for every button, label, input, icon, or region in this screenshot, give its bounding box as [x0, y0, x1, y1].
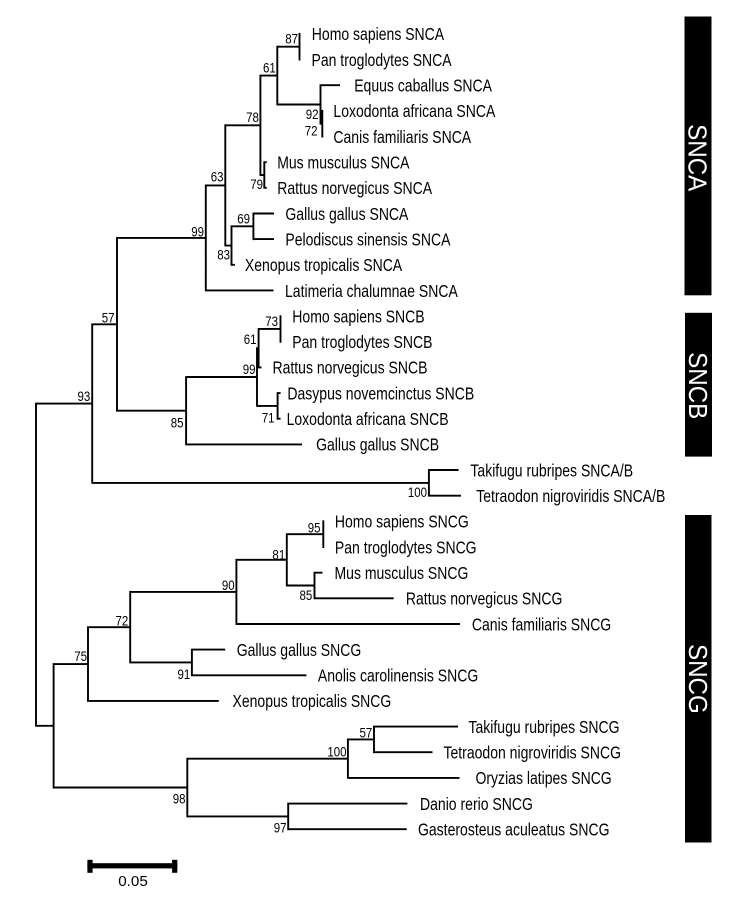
svg-text:Gallus gallus SNCA: Gallus gallus SNCA [285, 206, 408, 225]
svg-text:61: 61 [263, 59, 276, 75]
svg-text:Loxodonta africana SNCA: Loxodonta africana SNCA [333, 103, 495, 122]
svg-text:Xenopus tropicalis SNCG: Xenopus tropicalis SNCG [233, 693, 392, 712]
svg-text:Mus musculus SNCA: Mus musculus SNCA [277, 154, 410, 173]
svg-text:Homo sapiens SNCB: Homo sapiens SNCB [292, 308, 424, 327]
svg-text:Gasterosteus aculeatus SNCG: Gasterosteus aculeatus SNCG [418, 821, 610, 840]
svg-text:Takifugu rubripes SNCA/B: Takifugu rubripes SNCA/B [470, 462, 633, 481]
svg-text:100: 100 [327, 743, 346, 759]
svg-text:Xenopus tropicalis SNCA: Xenopus tropicalis SNCA [245, 257, 403, 276]
svg-text:98: 98 [173, 790, 186, 806]
svg-text:93: 93 [78, 388, 91, 404]
svg-text:Dasypus novemcinctus SNCB: Dasypus novemcinctus SNCB [287, 385, 474, 404]
svg-text:90: 90 [222, 577, 235, 593]
svg-text:Canis familiaris SNCG: Canis familiaris SNCG [472, 616, 611, 635]
svg-text:78: 78 [246, 109, 259, 125]
svg-text:SNCB: SNCB [683, 352, 712, 419]
svg-text:Gallus gallus SNCG: Gallus gallus SNCG [237, 642, 362, 661]
svg-text:Rattus norvegicus SNCG: Rattus norvegicus SNCG [406, 590, 562, 609]
svg-text:61: 61 [244, 331, 257, 347]
svg-text:Tetraodon nigroviridis SNCA/B: Tetraodon nigroviridis SNCA/B [476, 488, 665, 507]
svg-text:99: 99 [243, 361, 256, 377]
svg-text:63: 63 [211, 168, 224, 184]
svg-text:Pan troglodytes SNCB: Pan troglodytes SNCB [292, 334, 432, 353]
svg-text:Loxodonta africana SNCB: Loxodonta africana SNCB [287, 411, 449, 430]
svg-text:85: 85 [300, 587, 313, 603]
svg-text:81: 81 [272, 546, 285, 562]
svg-text:Tetraodon nigroviridis SNCG: Tetraodon nigroviridis SNCG [444, 744, 621, 763]
svg-text:Pelodiscus sinensis SNCA: Pelodiscus sinensis SNCA [285, 231, 450, 250]
svg-text:72: 72 [305, 122, 318, 138]
svg-text:Rattus norvegicus SNCA: Rattus norvegicus SNCA [277, 180, 432, 199]
svg-text:Homo sapiens SNCA: Homo sapiens SNCA [312, 26, 445, 45]
svg-text:Gallus gallus SNCB: Gallus gallus SNCB [316, 436, 439, 455]
svg-text:75: 75 [74, 648, 87, 664]
svg-text:Canis familiaris SNCA: Canis familiaris SNCA [333, 129, 471, 148]
svg-text:57: 57 [360, 724, 373, 740]
svg-text:0.05: 0.05 [118, 873, 148, 890]
svg-text:Oryzias latipes SNCG: Oryzias latipes SNCG [476, 770, 612, 789]
svg-text:73: 73 [265, 313, 278, 329]
svg-text:95: 95 [308, 519, 321, 535]
svg-text:Latimeria chalumnae SNCA: Latimeria chalumnae SNCA [285, 283, 458, 302]
svg-text:SNCA: SNCA [682, 124, 711, 191]
svg-text:Pan troglodytes SNCG: Pan troglodytes SNCG [335, 539, 477, 558]
svg-text:SNCG: SNCG [683, 644, 712, 714]
svg-text:83: 83 [217, 246, 230, 262]
svg-text:91: 91 [178, 666, 191, 682]
svg-text:100: 100 [408, 484, 427, 500]
svg-text:Homo sapiens SNCG: Homo sapiens SNCG [335, 513, 469, 532]
svg-text:71: 71 [262, 409, 275, 425]
svg-text:Takifugu rubripes SNCG: Takifugu rubripes SNCG [469, 719, 620, 738]
svg-text:Danio rerio SNCG: Danio rerio SNCG [420, 796, 533, 815]
svg-text:97: 97 [274, 819, 287, 835]
svg-text:Rattus norvegicus SNCB: Rattus norvegicus SNCB [273, 359, 428, 378]
svg-text:79: 79 [250, 176, 263, 192]
svg-text:99: 99 [191, 223, 204, 239]
svg-text:57: 57 [102, 309, 115, 325]
svg-text:92: 92 [306, 106, 319, 122]
svg-text:69: 69 [237, 210, 250, 226]
svg-text:85: 85 [171, 414, 184, 430]
svg-text:Mus musculus SNCG: Mus musculus SNCG [335, 565, 469, 584]
svg-text:Pan troglodytes SNCA: Pan troglodytes SNCA [312, 52, 453, 71]
svg-text:Anolis carolinensis SNCG: Anolis carolinensis SNCG [318, 667, 478, 686]
svg-text:72: 72 [116, 612, 129, 628]
svg-text:Equus caballus SNCA: Equus caballus SNCA [354, 77, 492, 96]
svg-text:87: 87 [285, 30, 298, 46]
